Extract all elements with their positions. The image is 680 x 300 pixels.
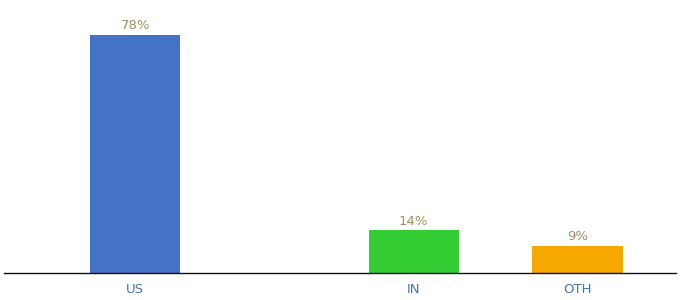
Text: 9%: 9% [567,230,588,243]
Bar [90,35,180,273]
Bar [369,230,459,273]
Bar [532,246,623,273]
Text: 14%: 14% [399,215,428,228]
Text: 78%: 78% [120,19,150,32]
